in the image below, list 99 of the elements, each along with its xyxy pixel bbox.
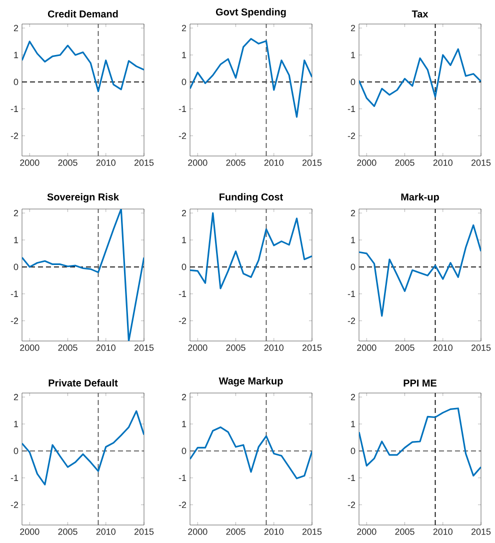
chart-title: Sovereign Risk: [47, 193, 119, 203]
y-tick-label: 1: [182, 236, 186, 244]
chart-title: PPI ME: [404, 380, 437, 387]
x-tick-label: 2015: [302, 528, 322, 535]
x-tick-label: 2000: [20, 528, 40, 535]
y-tick-label: 0: [350, 448, 356, 454]
y-tick-label: -2: [348, 132, 356, 139]
y-tick-label: 2: [182, 24, 186, 32]
chart-title: Tax: [412, 10, 428, 18]
y-tick-label: 1: [351, 420, 356, 428]
line-series: [22, 209, 144, 341]
line-series: [359, 224, 482, 317]
x-tick-label: 2015: [471, 344, 491, 351]
y-tick-label: 0: [350, 264, 356, 270]
y-tick-label: 1: [14, 420, 18, 428]
y-tick-label: 2: [350, 24, 356, 32]
x-tick-label: 2010: [96, 344, 116, 351]
y-tick-label: -2: [178, 132, 186, 139]
x-tick-label: 2005: [58, 344, 78, 351]
y-tick-label: 0: [182, 264, 186, 270]
x-tick-label: 2005: [395, 160, 414, 166]
x-tick-label: 2005: [226, 160, 246, 166]
y-tick-label: -2: [10, 132, 18, 139]
x-tick-label: 2000: [20, 344, 40, 351]
y-tick-label: 2: [350, 394, 356, 400]
x-tick-label: 2005: [58, 528, 78, 535]
y-tick-label: 0: [14, 264, 18, 270]
y-tick-label: -2: [348, 318, 356, 324]
y-tick-label: -2: [348, 502, 356, 508]
x-tick-label: 2005: [226, 344, 246, 351]
y-tick-label: -1: [10, 106, 18, 112]
x-tick-label: 2005: [226, 528, 246, 535]
y-tick-label: -1: [10, 290, 18, 297]
chart-title: Private Default: [48, 379, 118, 387]
x-tick-label: 2010: [433, 528, 453, 535]
y-tick-label: 2: [350, 210, 356, 216]
x-tick-label: 2000: [188, 160, 208, 166]
chart-title: Mark-up: [401, 193, 439, 202]
y-tick-label: -2: [178, 502, 186, 508]
y-tick-label: 1: [182, 420, 186, 428]
y-tick-label: 1: [351, 236, 356, 244]
y-tick-label: -1: [178, 106, 186, 112]
y-tick-label: 2: [182, 210, 186, 216]
y-tick-label: -1: [10, 474, 18, 481]
x-tick-label: 2010: [264, 160, 284, 166]
y-tick-label: 2: [14, 210, 18, 216]
y-tick-label: 0: [182, 78, 186, 86]
y-tick-label: 1: [14, 52, 18, 58]
x-tick-label: 2000: [357, 160, 376, 166]
x-tick-label: 2005: [58, 160, 78, 166]
chart-title: Wage Markup: [218, 377, 283, 387]
x-tick-label: 2015: [471, 528, 491, 535]
line-series: [359, 408, 482, 477]
y-tick-label: 2: [14, 24, 18, 32]
y-tick-label: 0: [14, 78, 18, 86]
y-tick-label: 0: [350, 78, 356, 86]
x-tick-label: 2010: [96, 160, 116, 166]
x-tick-label: 2000: [188, 344, 208, 351]
y-tick-label: -1: [348, 474, 356, 481]
y-tick-label: -1: [348, 290, 356, 297]
x-tick-label: 2000: [357, 528, 376, 535]
line-series: [190, 426, 312, 480]
chart-title: Govt Spending: [216, 8, 286, 18]
x-tick-label: 2015: [134, 528, 154, 535]
line-series: [22, 40, 144, 92]
y-tick-label: 2: [182, 394, 186, 400]
y-tick-label: -2: [178, 318, 186, 324]
y-tick-label: 2: [14, 394, 18, 400]
y-tick-label: -1: [348, 106, 356, 112]
y-tick-label: -2: [10, 318, 18, 324]
y-tick-label: -1: [178, 474, 186, 481]
x-tick-label: 2005: [395, 528, 414, 535]
x-tick-label: 2000: [20, 160, 40, 166]
y-tick-label: -1: [178, 290, 186, 297]
y-tick-label: -2: [10, 502, 18, 508]
y-tick-label: 1: [351, 52, 356, 58]
x-tick-label: 2010: [433, 160, 453, 166]
line-series: [190, 38, 312, 118]
y-tick-label: 0: [182, 448, 186, 454]
x-tick-label: 2010: [264, 528, 284, 535]
line-series: [190, 212, 312, 290]
x-tick-label: 2005: [395, 344, 414, 351]
y-tick-label: 1: [14, 236, 18, 244]
x-tick-label: 2015: [134, 344, 154, 351]
x-tick-label: 2010: [96, 528, 116, 535]
x-tick-label: 2015: [134, 160, 154, 166]
x-tick-label: 2015: [302, 344, 322, 351]
x-tick-label: 2000: [357, 344, 376, 351]
line-series: [22, 410, 144, 486]
x-tick-label: 2010: [433, 344, 453, 351]
x-tick-label: 2000: [188, 528, 208, 535]
chart-title: Funding Cost: [220, 193, 283, 203]
x-tick-label: 2015: [302, 160, 322, 166]
x-tick-label: 2010: [264, 344, 284, 351]
y-tick-label: 1: [182, 52, 186, 58]
y-tick-label: 0: [14, 448, 18, 454]
line-series: [359, 48, 482, 107]
x-tick-label: 2015: [471, 160, 491, 166]
chart-title: Credit Demand: [48, 10, 118, 18]
